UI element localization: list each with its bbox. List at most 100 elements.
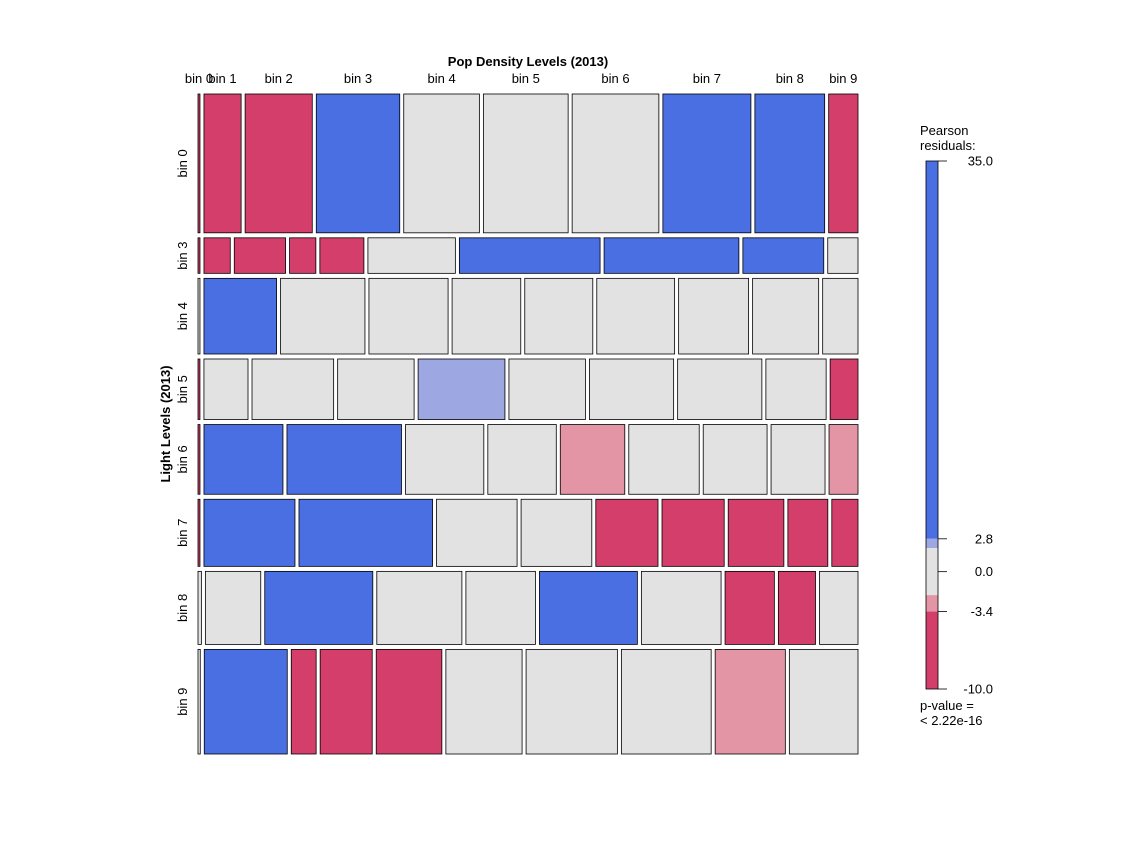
row-label-3: bin 5 — [175, 375, 190, 403]
legend-segment-neg-weak — [926, 595, 938, 612]
mosaic-cell-r5-c8 — [787, 498, 829, 567]
mosaic-cell-r4-c0 — [197, 424, 201, 495]
mosaic-cell-r4-c4 — [487, 424, 557, 495]
mosaic-cell-r6-c5 — [539, 570, 638, 645]
mosaic-cell-r6-c2 — [264, 570, 374, 645]
legend-segment-neg-strong — [926, 611, 938, 689]
row-label-2: bin 4 — [175, 302, 190, 330]
mosaic-cell-r0-c2 — [244, 93, 313, 234]
column-label-7: bin 7 — [693, 71, 721, 86]
mosaic-cell-r7-c5 — [445, 648, 523, 755]
mosaic-cell-r4-c7 — [702, 424, 768, 495]
legend-segment-pos-strong — [926, 161, 938, 539]
legend-tick-label-4: -10.0 — [963, 682, 993, 697]
mosaic-cell-r5-c4 — [520, 498, 593, 567]
mosaic-cell-r6-c6 — [640, 570, 722, 645]
mosaic-cell-r3-c5 — [508, 358, 586, 420]
mosaic-cell-r2-c5 — [524, 277, 594, 355]
mosaic-cell-r4-c9 — [828, 424, 859, 495]
column-label-5: bin 5 — [512, 71, 540, 86]
mosaic-cell-r0-c9 — [828, 93, 859, 234]
mosaic-cell-r5-c9 — [831, 498, 859, 567]
mosaic-cell-r3-c8 — [765, 358, 827, 420]
mosaic-cell-r0-c3 — [315, 93, 401, 234]
mosaic-cell-r4-c5 — [559, 424, 626, 495]
mosaic-cell-r5-c1 — [203, 498, 296, 567]
mosaic-cell-r1-c8 — [742, 237, 825, 274]
mosaic-cell-r6-c3 — [376, 570, 463, 645]
mosaic-cell-r1-c9 — [827, 237, 859, 274]
mosaic-cell-r4-c3 — [405, 424, 485, 495]
mosaic-cells — [197, 93, 859, 755]
legend-tick-label-2: 0.0 — [975, 564, 993, 579]
legend-title-line1: Pearson — [920, 123, 968, 138]
legend-ticks: 35.0 2.8 0.0 -3.4 -10.0 — [938, 154, 993, 697]
mosaic-cell-r2-c0 — [197, 277, 201, 355]
mosaic-cell-r4-c1 — [203, 424, 284, 495]
column-label-1: bin 1 — [208, 71, 236, 86]
mosaic-cell-r4-c2 — [286, 424, 402, 495]
mosaic-cell-r5-c3 — [436, 498, 518, 567]
column-label-8: bin 8 — [776, 71, 804, 86]
mosaic-cell-r7-c4 — [375, 648, 443, 755]
column-label-6: bin 6 — [601, 71, 629, 86]
row-label-5: bin 7 — [175, 519, 190, 547]
legend-segment-pos-weak — [926, 538, 938, 549]
mosaic-cell-r1-c6 — [458, 237, 601, 274]
legend-tick-label-0: 35.0 — [968, 154, 993, 169]
y-axis-title: Light Levels (2013) — [158, 365, 173, 482]
mosaic-cell-r6-c0 — [197, 570, 202, 645]
row-label-1: bin 3 — [175, 241, 190, 269]
pvalue-value: < 2.22e-16 — [920, 713, 983, 728]
mosaic-cell-r3-c6 — [589, 358, 675, 420]
row-label-4: bin 6 — [175, 445, 190, 473]
mosaic-cell-r5-c6 — [661, 498, 725, 567]
mosaic-cell-r7-c6 — [525, 648, 618, 755]
mosaic-cell-r7-c9 — [788, 648, 859, 755]
mosaic-cell-r0-c7 — [662, 93, 752, 234]
mosaic-cell-r5-c2 — [298, 498, 433, 567]
mosaic-cell-r4-c8 — [770, 424, 826, 495]
mosaic-cell-r6-c4 — [465, 570, 536, 645]
row-labels: bin 0 bin 3 bin 4 bin 5 bin 6 bin 7 bin 8 bin 9 — [175, 149, 190, 716]
mosaic-cell-r3-c7 — [677, 358, 763, 420]
mosaic-cell-r1-c2 — [233, 237, 286, 274]
mosaic-cell-r0-c6 — [571, 93, 660, 234]
column-label-3: bin 3 — [344, 71, 372, 86]
mosaic-cell-r7-c7 — [620, 648, 712, 755]
mosaic-cell-r6-c7 — [724, 570, 775, 645]
column-label-2: bin 2 — [265, 71, 293, 86]
mosaic-cell-r1-c0 — [197, 237, 201, 274]
mosaic-cell-r6-c1 — [204, 570, 262, 645]
mosaic-cell-r3-c0 — [197, 358, 201, 420]
mosaic-cell-r2-c3 — [368, 277, 449, 355]
column-label-0: bin 0 — [185, 71, 213, 86]
legend-bar-frame — [925, 160, 939, 690]
mosaic-cell-r6-c8 — [777, 570, 816, 645]
mosaic-cell-r3-c9 — [829, 358, 859, 420]
row-label-7: bin 9 — [175, 688, 190, 716]
mosaic-cell-r7-c2 — [290, 648, 317, 755]
mosaic-cell-r7-c3 — [319, 648, 373, 755]
mosaic-cell-r2-c6 — [596, 277, 676, 355]
mosaic-cell-r1-c7 — [603, 237, 740, 274]
x-axis-title: Pop Density Levels (2013) — [448, 54, 608, 69]
mosaic-cell-r3-c4 — [417, 358, 506, 420]
mosaic-cell-r0-c1 — [203, 93, 242, 234]
mosaic-cell-r0-c4 — [403, 93, 480, 234]
mosaic-cell-r5-c7 — [727, 498, 785, 567]
mosaic-cell-r1-c3 — [289, 237, 317, 274]
legend-segment-neutral — [926, 548, 938, 596]
legend-color-bar — [925, 160, 939, 690]
mosaic-cell-r5-c5 — [595, 498, 659, 567]
mosaic-cell-r3-c1 — [203, 358, 249, 420]
legend-title-line2: residuals: — [920, 138, 976, 153]
mosaic-cell-r7-c1 — [203, 648, 288, 755]
residuals-legend: Pearson residuals: 35.0 2.8 0.0 -3.4 -10.0 p… — [920, 123, 993, 728]
mosaic-cell-r4-c6 — [628, 424, 700, 495]
mosaic-cell-r7-c8 — [714, 648, 786, 755]
mosaic-cell-r3-c2 — [251, 358, 335, 420]
column-label-4: bin 4 — [427, 71, 455, 86]
mosaic-cell-r2-c1 — [203, 277, 277, 355]
